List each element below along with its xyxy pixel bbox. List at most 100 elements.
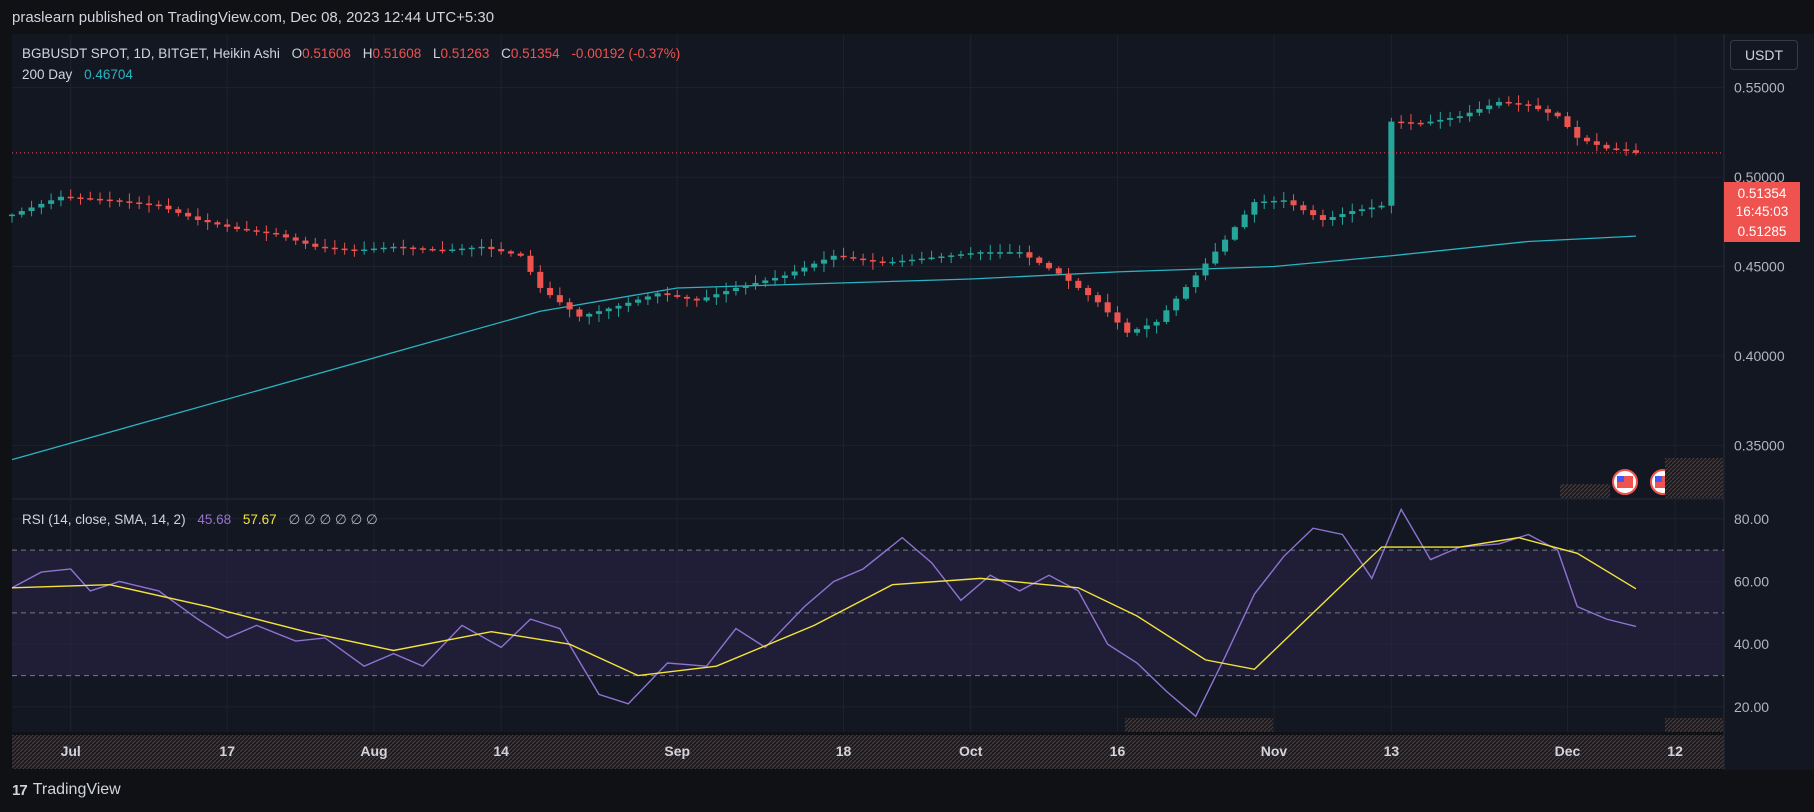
candle-body bbox=[1319, 215, 1326, 220]
candle-body bbox=[1388, 121, 1395, 206]
candle-body bbox=[1486, 105, 1493, 110]
candle-body bbox=[1495, 101, 1503, 106]
rsi-sma-legend-value: 57.67 bbox=[243, 512, 277, 527]
footer-brand[interactable]: 17 TradingView bbox=[12, 781, 121, 799]
candle bbox=[243, 221, 250, 233]
candle bbox=[1603, 142, 1610, 151]
rsi-axis-labels: 20.00 40.00 60.00 80.00 bbox=[1734, 511, 1769, 715]
candle bbox=[1417, 119, 1424, 127]
candle-body bbox=[918, 258, 925, 261]
candle-body bbox=[1045, 262, 1053, 269]
candle bbox=[400, 239, 407, 256]
candle bbox=[1192, 272, 1199, 294]
candle bbox=[204, 213, 211, 230]
candle bbox=[781, 271, 788, 284]
candle bbox=[97, 192, 104, 205]
candle bbox=[458, 243, 466, 256]
time-axis[interactable] bbox=[12, 735, 1724, 769]
candle bbox=[507, 249, 514, 257]
currency-button[interactable]: USDT bbox=[1730, 40, 1798, 70]
candle-body bbox=[723, 291, 730, 295]
candle bbox=[1388, 117, 1395, 214]
event-zone bbox=[1665, 458, 1723, 498]
candle bbox=[1241, 210, 1248, 230]
legend-symbol: BGBUSDT SPOT, 1D, BITGET, Heikin Ashi bbox=[22, 46, 280, 61]
candle-body bbox=[1143, 325, 1150, 330]
candle-body bbox=[1398, 121, 1405, 124]
candle-body bbox=[48, 200, 55, 204]
time-tick-label: Aug bbox=[360, 743, 387, 759]
candle-body bbox=[1593, 141, 1600, 145]
candle bbox=[165, 198, 172, 214]
candle-body bbox=[732, 287, 739, 292]
candle-body bbox=[791, 271, 798, 276]
candle-body bbox=[1300, 205, 1307, 211]
candle bbox=[566, 298, 573, 318]
rsi-band bbox=[12, 549, 1724, 677]
candle bbox=[136, 196, 143, 210]
candle bbox=[772, 270, 779, 286]
candle-body bbox=[576, 309, 583, 317]
candle bbox=[899, 254, 906, 268]
candle bbox=[224, 219, 231, 232]
legend-change: -0.00192 (-0.37%) bbox=[571, 46, 680, 61]
candle bbox=[1202, 258, 1209, 281]
event-zone bbox=[1665, 718, 1723, 732]
candle-body bbox=[586, 313, 593, 317]
candle-body bbox=[889, 261, 896, 264]
candle bbox=[1466, 105, 1473, 122]
candle bbox=[145, 195, 152, 213]
rsi-sma-line bbox=[11, 536, 1637, 677]
candle-body bbox=[224, 224, 231, 227]
candle bbox=[674, 290, 681, 299]
candle-body bbox=[77, 197, 84, 199]
candle-body bbox=[18, 211, 25, 215]
published-by-text: praslearn published on TradingView.com, … bbox=[12, 9, 495, 26]
candle bbox=[1173, 295, 1180, 317]
us-flag-icon[interactable] bbox=[1612, 469, 1638, 495]
candle bbox=[1075, 278, 1082, 291]
candle-body bbox=[507, 251, 514, 254]
candle-body bbox=[145, 203, 152, 206]
candle-body bbox=[1261, 201, 1268, 204]
candle-body bbox=[957, 254, 964, 256]
badge-ma: 0.51285 bbox=[1738, 224, 1787, 239]
candle-body bbox=[370, 248, 377, 251]
candle-body bbox=[664, 293, 671, 296]
candle bbox=[1006, 243, 1013, 254]
candle bbox=[1065, 267, 1072, 290]
candle-body bbox=[811, 263, 818, 268]
candle-body bbox=[860, 258, 867, 261]
rsi-legend: RSI (14, close, SMA, 14, 2) 45.68 57.67 … bbox=[22, 512, 378, 527]
candle bbox=[703, 289, 710, 303]
candle bbox=[1486, 99, 1493, 114]
candle-body bbox=[693, 298, 700, 301]
candle bbox=[1495, 97, 1503, 109]
candle bbox=[116, 198, 123, 207]
candle bbox=[801, 260, 808, 276]
time-tick-label: 16 bbox=[1110, 743, 1126, 759]
candle-body bbox=[400, 246, 407, 249]
rsi-tick-label: 20.00 bbox=[1734, 699, 1769, 715]
candle bbox=[48, 193, 55, 210]
candle-body bbox=[106, 199, 113, 202]
candle-body bbox=[341, 248, 348, 251]
time-tick-label: 12 bbox=[1667, 743, 1683, 759]
rsi-tick-label: 60.00 bbox=[1734, 574, 1769, 590]
candle-body bbox=[233, 226, 241, 229]
candle bbox=[997, 244, 1004, 259]
candle bbox=[370, 242, 377, 253]
candle-body bbox=[938, 256, 945, 258]
candle-body bbox=[625, 302, 632, 306]
price-axis[interactable] bbox=[1724, 34, 1814, 770]
footer-brand-name: TradingView bbox=[32, 781, 121, 798]
candle bbox=[1564, 111, 1571, 129]
candle bbox=[850, 251, 857, 262]
candle-body bbox=[87, 198, 94, 200]
candle-body bbox=[1231, 227, 1238, 240]
candle bbox=[1300, 201, 1307, 215]
candle-body bbox=[595, 311, 603, 314]
rsi-legend-extras: ∅ ∅ ∅ ∅ ∅ ∅ bbox=[288, 512, 378, 527]
candle-body bbox=[38, 203, 45, 208]
